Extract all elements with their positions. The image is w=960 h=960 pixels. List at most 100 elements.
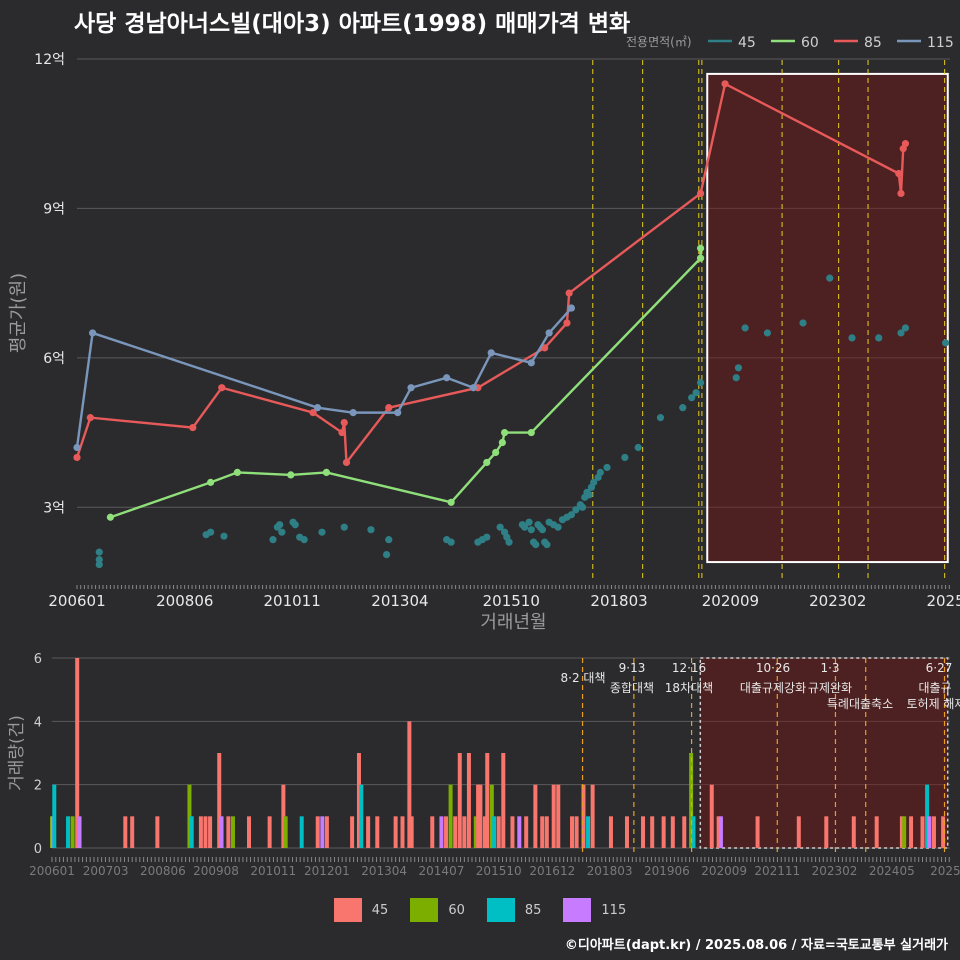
chart-title: 사당 경남아너스빌(대아3) 아파트(1998) 매매가격 변화 bbox=[74, 11, 631, 37]
data-point-85 bbox=[901, 140, 910, 148]
volume-bar-45 bbox=[574, 816, 579, 848]
volume-bar-115 bbox=[927, 816, 932, 848]
volume-bar-60 bbox=[902, 816, 907, 848]
data-point-60 bbox=[500, 428, 509, 437]
series-115 bbox=[73, 304, 576, 452]
data-point-60 bbox=[483, 458, 491, 467]
credit-line: ©디아파트(dapt.kr) / 2025.08.06 / 자료=국토교통부 실… bbox=[564, 938, 948, 953]
y-tick-label: 9억 bbox=[43, 201, 65, 217]
volume-bar-85 bbox=[52, 784, 57, 848]
volume-bar-115 bbox=[517, 816, 522, 848]
volume-bar-85 bbox=[66, 816, 71, 848]
series-line-60 bbox=[110, 248, 702, 519]
series-45 bbox=[95, 274, 950, 569]
volume-bar-45 bbox=[356, 753, 361, 848]
data-point-115 bbox=[394, 409, 402, 417]
data-point-85 bbox=[897, 189, 905, 198]
x-tick-label: 2025 bbox=[926, 592, 960, 610]
volume-bar-45 bbox=[482, 816, 487, 848]
bar-x-tick-label: 202302 bbox=[812, 864, 858, 878]
data-point-85 bbox=[721, 80, 729, 88]
bar-legend-swatch-115 bbox=[563, 898, 592, 922]
data-point-45 bbox=[679, 404, 687, 412]
volume-bar-45 bbox=[670, 816, 675, 848]
volume-bar-45 bbox=[533, 784, 538, 848]
volume-bar-45 bbox=[874, 816, 879, 848]
data-point-45 bbox=[525, 518, 533, 526]
volume-bar-85 bbox=[492, 816, 497, 848]
data-point-45 bbox=[596, 468, 604, 477]
volume-bar-85 bbox=[586, 816, 591, 848]
data-point-115 bbox=[545, 329, 553, 337]
bar-x-tick-label: 200806 bbox=[140, 864, 186, 878]
data-point-60 bbox=[696, 244, 705, 252]
data-point-45 bbox=[603, 463, 611, 472]
volume-bar-45 bbox=[226, 816, 231, 848]
data-point-45 bbox=[527, 526, 535, 534]
volume-bar-45 bbox=[570, 816, 575, 848]
data-point-115 bbox=[487, 349, 495, 357]
data-point-45 bbox=[483, 533, 491, 541]
data-point-45 bbox=[732, 374, 740, 382]
bar-x-tick-label: 200908 bbox=[193, 864, 239, 878]
data-point-45 bbox=[291, 521, 299, 529]
data-point-115 bbox=[443, 374, 451, 382]
x-tick-label: 201304 bbox=[371, 592, 428, 610]
data-point-60 bbox=[207, 478, 215, 486]
data-point-45 bbox=[590, 478, 598, 486]
data-point-115 bbox=[313, 404, 322, 412]
data-point-45 bbox=[340, 523, 348, 531]
x-tick-label: 201011 bbox=[263, 592, 320, 610]
data-point-45 bbox=[505, 538, 513, 546]
y-tick-label: 12억 bbox=[34, 52, 65, 68]
data-point-45 bbox=[799, 319, 807, 327]
legend-title: 전용면적(㎡) bbox=[626, 35, 692, 49]
volume-bar-60 bbox=[187, 784, 192, 848]
volume-bar-45 bbox=[510, 816, 515, 848]
data-point-85 bbox=[565, 289, 573, 297]
volume-bar-45 bbox=[75, 658, 80, 848]
data-point-45 bbox=[634, 443, 642, 452]
bar-legend-label-45: 45 bbox=[371, 902, 389, 918]
volume-bar-85 bbox=[189, 816, 194, 848]
annotation-label: 10·26 bbox=[756, 661, 790, 675]
legend-label-85: 85 bbox=[864, 35, 882, 51]
data-point-45 bbox=[692, 389, 700, 397]
data-point-60 bbox=[527, 428, 535, 437]
volume-bar-45 bbox=[581, 784, 586, 848]
annotation-label: 9·13 bbox=[619, 661, 646, 675]
volume-bar-45 bbox=[407, 721, 412, 848]
bar-x-tick-label: 201803 bbox=[587, 864, 633, 878]
data-point-45 bbox=[567, 511, 576, 519]
volume-bar-45 bbox=[624, 816, 629, 848]
volume-bar-45 bbox=[496, 816, 501, 848]
data-point-45 bbox=[941, 339, 950, 347]
data-point-45 bbox=[385, 536, 393, 544]
bar-legend-label-115: 115 bbox=[601, 902, 627, 918]
data-point-45 bbox=[543, 541, 551, 549]
data-point-60 bbox=[696, 254, 705, 262]
data-point-115 bbox=[469, 384, 478, 392]
volume-bar-85 bbox=[359, 784, 364, 848]
data-point-45 bbox=[367, 526, 375, 534]
data-point-45 bbox=[95, 548, 103, 556]
data-point-45 bbox=[763, 329, 771, 337]
highlight-region bbox=[706, 72, 949, 564]
series-line-115 bbox=[75, 307, 573, 448]
bar-y-tick-label: 6 bbox=[34, 652, 42, 667]
volume-bar-45 bbox=[457, 753, 462, 848]
bar-x-tick-label: 200703 bbox=[83, 864, 129, 878]
volume-bar-45 bbox=[155, 816, 160, 848]
data-point-60 bbox=[233, 468, 241, 477]
volume-bar-45 bbox=[540, 816, 545, 848]
volume-bar-60 bbox=[689, 753, 694, 848]
legend-label-115: 115 bbox=[927, 35, 954, 51]
volume-bar-45 bbox=[931, 816, 936, 848]
data-point-60 bbox=[287, 471, 295, 479]
data-point-115 bbox=[407, 384, 415, 392]
bar-legend-item-45: 45 bbox=[333, 898, 389, 922]
data-point-60 bbox=[322, 468, 331, 477]
data-point-45 bbox=[300, 536, 308, 544]
annotation-label: 8·2 대책 bbox=[561, 670, 606, 685]
